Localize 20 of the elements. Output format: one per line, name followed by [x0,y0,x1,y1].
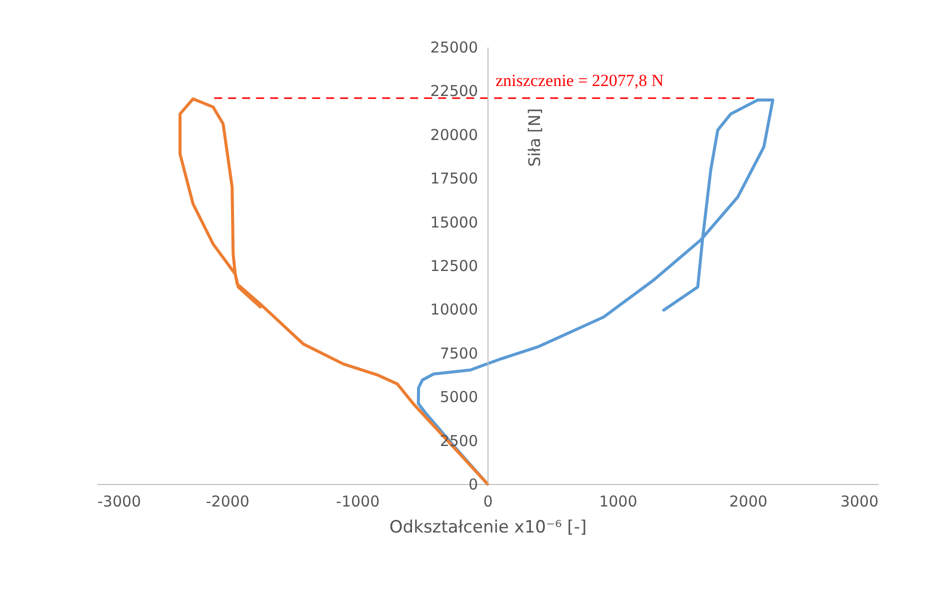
y-axis-title: Siła [N] [525,108,544,167]
x-tick-label: -2000 [206,492,250,510]
y-tick-label: 22500 [430,82,478,100]
y-tick-label: 0 [468,476,478,494]
y-tick-label: 17500 [430,170,478,188]
x-axis-title: Odkształcenie x10⁻⁶ [-] [389,518,587,538]
y-tick-label: 7500 [440,344,478,362]
x-tick-label: -1000 [336,492,380,510]
x-tick-label: -3000 [98,492,142,510]
y-tick-label: 15000 [430,213,478,232]
x-tick-label: 3000 [840,492,878,510]
y-tick-label: 25000 [430,38,478,56]
x-tick-label: 2000 [729,492,768,510]
y-tick-label: 10000 [430,300,478,319]
ref-line-label: zniszczenie = 22077,8 N [496,71,664,90]
x-tick-label: 1000 [599,492,638,510]
y-tick-label: 20000 [430,126,478,144]
y-tick-label: 5000 [440,388,478,406]
y-tick-label: 12500 [430,257,478,275]
x-tick-label: 0 [483,492,493,510]
